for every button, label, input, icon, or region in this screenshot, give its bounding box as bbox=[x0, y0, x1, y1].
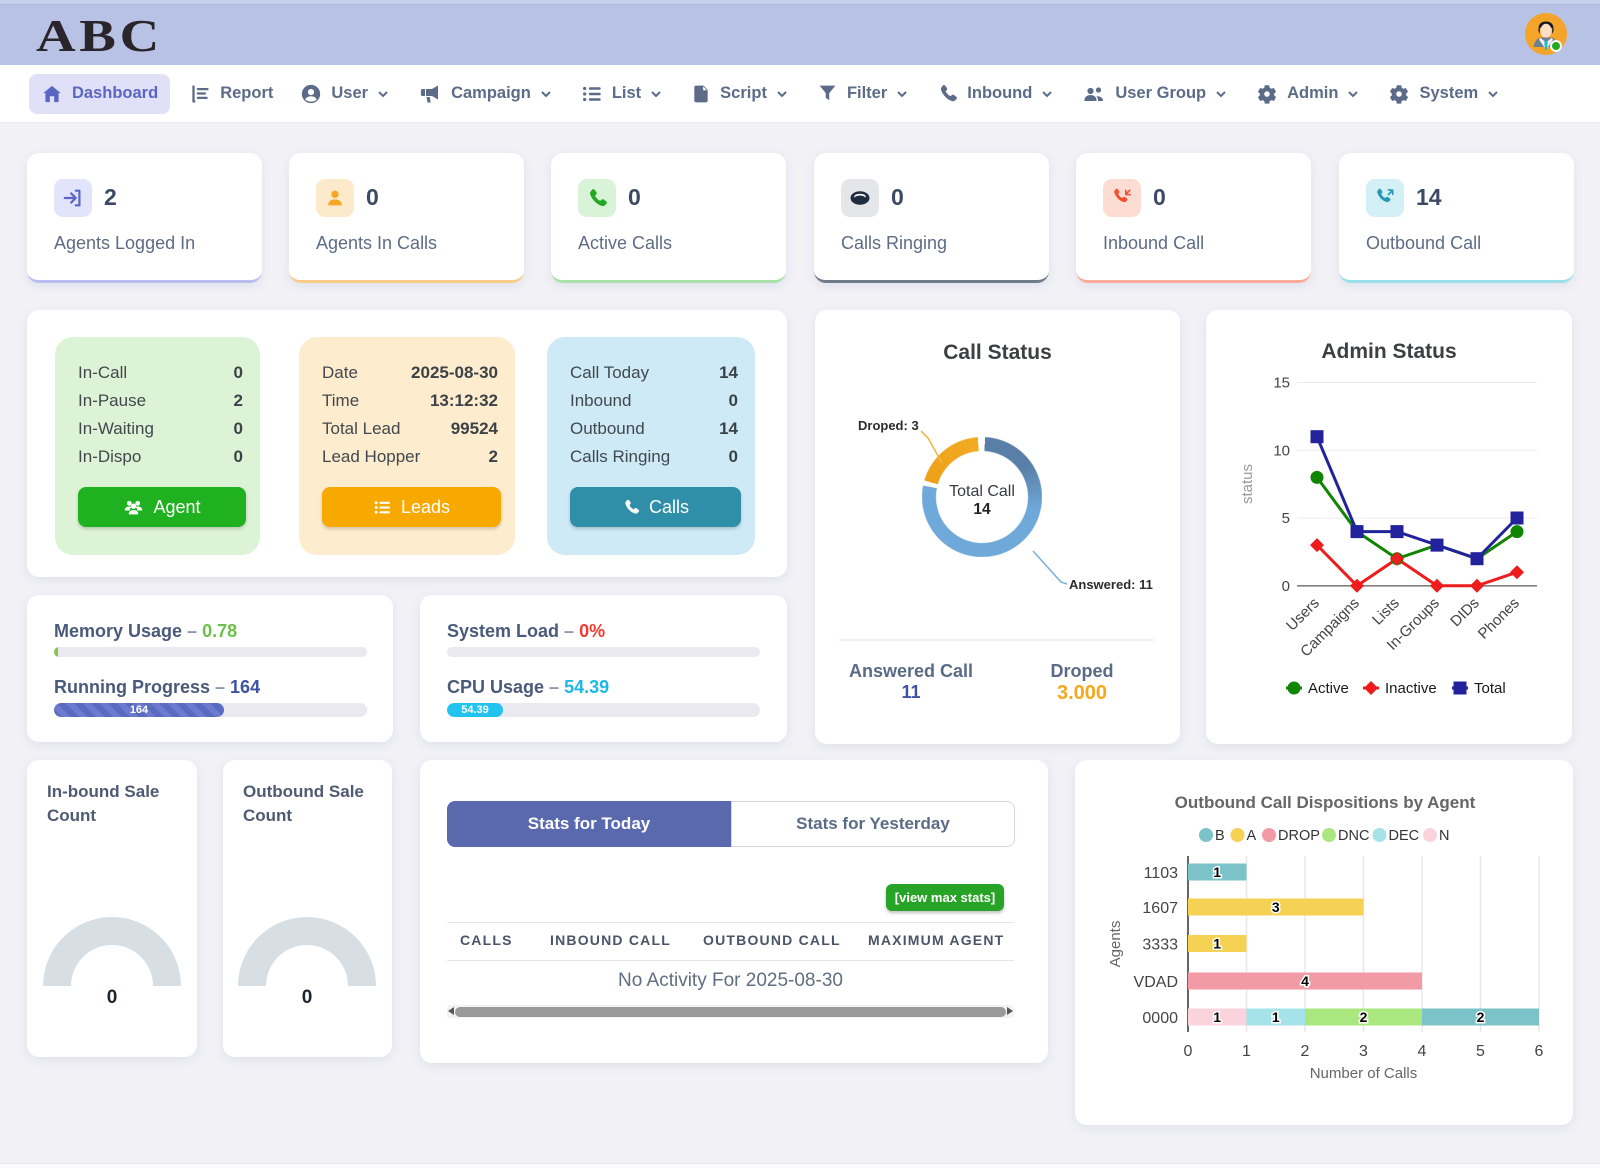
svg-text:N: N bbox=[1439, 828, 1449, 844]
svg-text:0: 0 bbox=[1282, 578, 1290, 595]
svg-text:1: 1 bbox=[1213, 1009, 1221, 1025]
svg-text:6: 6 bbox=[1535, 1043, 1544, 1060]
svg-text:VDAD: VDAD bbox=[1134, 974, 1178, 991]
svg-text:Agents: Agents bbox=[1107, 921, 1124, 968]
svg-text:10: 10 bbox=[1273, 442, 1290, 459]
svg-text:1: 1 bbox=[1242, 1043, 1251, 1060]
svg-text:Total: Total bbox=[1474, 680, 1506, 697]
svg-text:Droped: Droped bbox=[1051, 661, 1114, 681]
svg-text:Admin Status: Admin Status bbox=[1321, 340, 1456, 363]
svg-text:Phones: Phones bbox=[1475, 595, 1523, 643]
svg-text:2: 2 bbox=[1301, 1043, 1310, 1060]
svg-text:0: 0 bbox=[302, 987, 313, 1008]
svg-text:3: 3 bbox=[1272, 899, 1280, 915]
svg-text:DNC: DNC bbox=[1338, 828, 1369, 844]
svg-text:A: A bbox=[1247, 828, 1257, 844]
svg-text:0000: 0000 bbox=[1142, 1010, 1178, 1027]
svg-text:3: 3 bbox=[1359, 1043, 1368, 1060]
svg-text:1: 1 bbox=[1272, 1009, 1280, 1025]
svg-text:0: 0 bbox=[1184, 1043, 1193, 1060]
svg-text:Answered Call: Answered Call bbox=[849, 661, 973, 681]
svg-text:DIDs: DIDs bbox=[1447, 595, 1483, 631]
svg-text:Lists: Lists bbox=[1369, 595, 1403, 629]
svg-text:1607: 1607 bbox=[1142, 900, 1178, 917]
svg-text:Inactive: Inactive bbox=[1385, 680, 1437, 697]
svg-text:1: 1 bbox=[1213, 864, 1221, 880]
svg-text:status: status bbox=[1239, 464, 1256, 504]
svg-text:4: 4 bbox=[1418, 1043, 1427, 1060]
svg-text:0: 0 bbox=[107, 987, 118, 1008]
svg-text:1103: 1103 bbox=[1144, 865, 1179, 882]
svg-text:Number of Calls: Number of Calls bbox=[1310, 1065, 1418, 1082]
svg-text:11: 11 bbox=[901, 682, 920, 702]
svg-text:B: B bbox=[1215, 828, 1225, 844]
svg-text:3333: 3333 bbox=[1142, 937, 1178, 954]
svg-text:4: 4 bbox=[1301, 973, 1309, 989]
svg-text:Total Call: Total Call bbox=[949, 483, 1015, 500]
svg-text:Droped: 3: Droped: 3 bbox=[858, 418, 919, 433]
svg-text:DEC: DEC bbox=[1389, 828, 1420, 844]
svg-text:2: 2 bbox=[1360, 1009, 1368, 1025]
svg-text:Outbound Call Dispositions by: Outbound Call Dispositions by Agent bbox=[1175, 793, 1476, 812]
svg-text:15: 15 bbox=[1273, 375, 1290, 392]
svg-text:Active: Active bbox=[1308, 680, 1349, 697]
svg-text:1: 1 bbox=[1213, 936, 1221, 952]
svg-text:14: 14 bbox=[973, 501, 991, 518]
svg-text:2: 2 bbox=[1477, 1009, 1485, 1025]
svg-text:5: 5 bbox=[1476, 1043, 1485, 1060]
svg-text:Answered: 11: Answered: 11 bbox=[1069, 577, 1153, 592]
svg-text:5: 5 bbox=[1282, 510, 1290, 527]
svg-text:3.000: 3.000 bbox=[1057, 682, 1107, 704]
svg-text:DROP: DROP bbox=[1278, 828, 1320, 844]
